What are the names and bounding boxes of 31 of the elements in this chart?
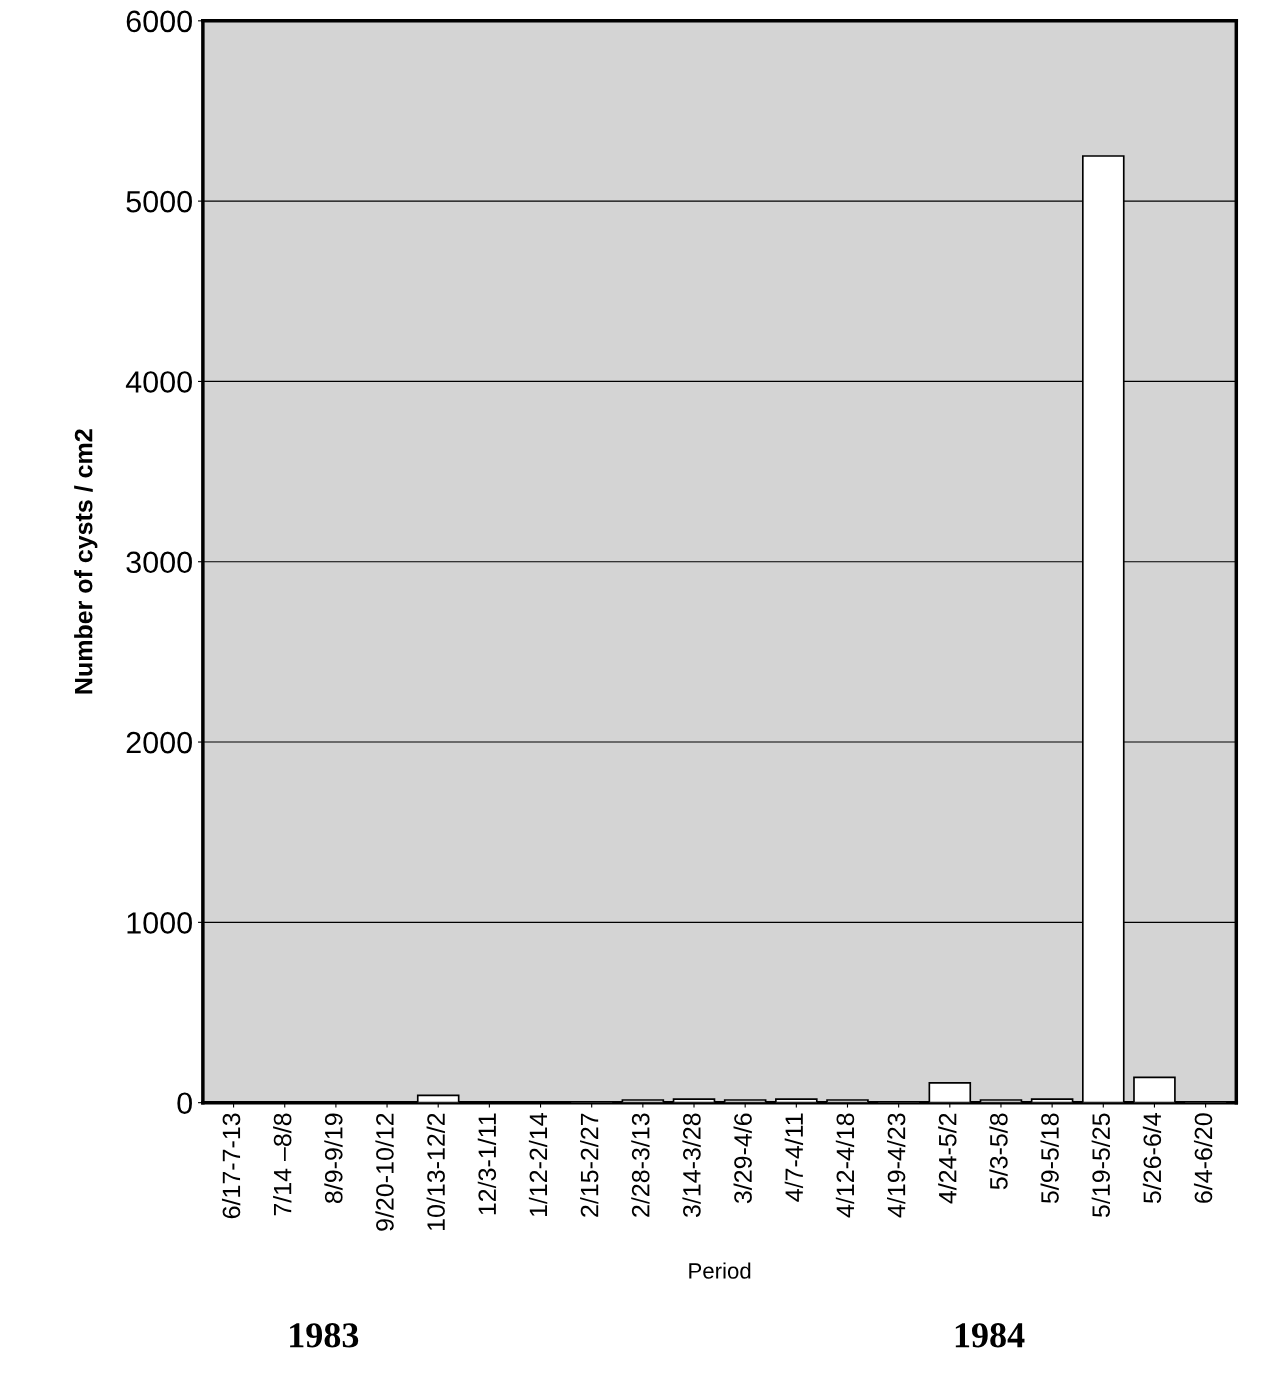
y-tick-label: 1000: [127, 912, 192, 934]
x-tick-label: 8/9-9/19: [324, 1113, 343, 1204]
x-tick-label: 5/26-6/4: [1142, 1113, 1162, 1204]
y-tick-label: 0: [177, 1092, 192, 1115]
text: 1984: [955, 1323, 1025, 1348]
y-tick-label: 4000: [125, 371, 192, 393]
y-tick-label: 3000: [126, 551, 192, 574]
x-tick-label: 6/17-7-13: [221, 1113, 241, 1219]
x-axis-title: Period: [689, 1262, 751, 1279]
x-tick-label: 5/3-5/8: [989, 1113, 1008, 1190]
x-tick-label: 6/4-6/20: [1193, 1113, 1213, 1203]
y-tick-label: 2000: [126, 731, 192, 754]
x-tick-label: 7/14 –8/8: [273, 1113, 292, 1216]
x-tick-label: 3/29-4/6: [733, 1113, 752, 1204]
x-tick-label: 3/14-3/28: [682, 1113, 701, 1218]
x-tick-label: 4/7-4/11: [784, 1113, 804, 1202]
x-tick-label: 4/24-5/2: [938, 1113, 957, 1204]
x-tick-label: 5/9-5/18: [1040, 1113, 1059, 1204]
x-tick-label: 1/12-2/14: [528, 1113, 548, 1217]
x-tick-label: 2/28-3/13: [631, 1113, 650, 1217]
text: 1983: [290, 1323, 359, 1348]
x-tick-label: 10/13-12/2: [426, 1113, 445, 1231]
x-tick-label: 12/3-1/11: [477, 1113, 497, 1215]
x-tick-label: 9/20-10/12: [375, 1113, 394, 1231]
y-tick-label: 5000: [126, 190, 192, 213]
x-tick-label: 4/12-4/18: [835, 1113, 855, 1218]
y-axis-title: Number of cysts / cm2: [74, 429, 98, 694]
y-tick-label: 6000: [126, 10, 192, 33]
x-tick-label: 4/19-4/23: [887, 1113, 906, 1218]
x-tick-label: 2/15-2/27: [580, 1113, 599, 1217]
x-tick-label: 5/19-5/25: [1091, 1113, 1110, 1218]
